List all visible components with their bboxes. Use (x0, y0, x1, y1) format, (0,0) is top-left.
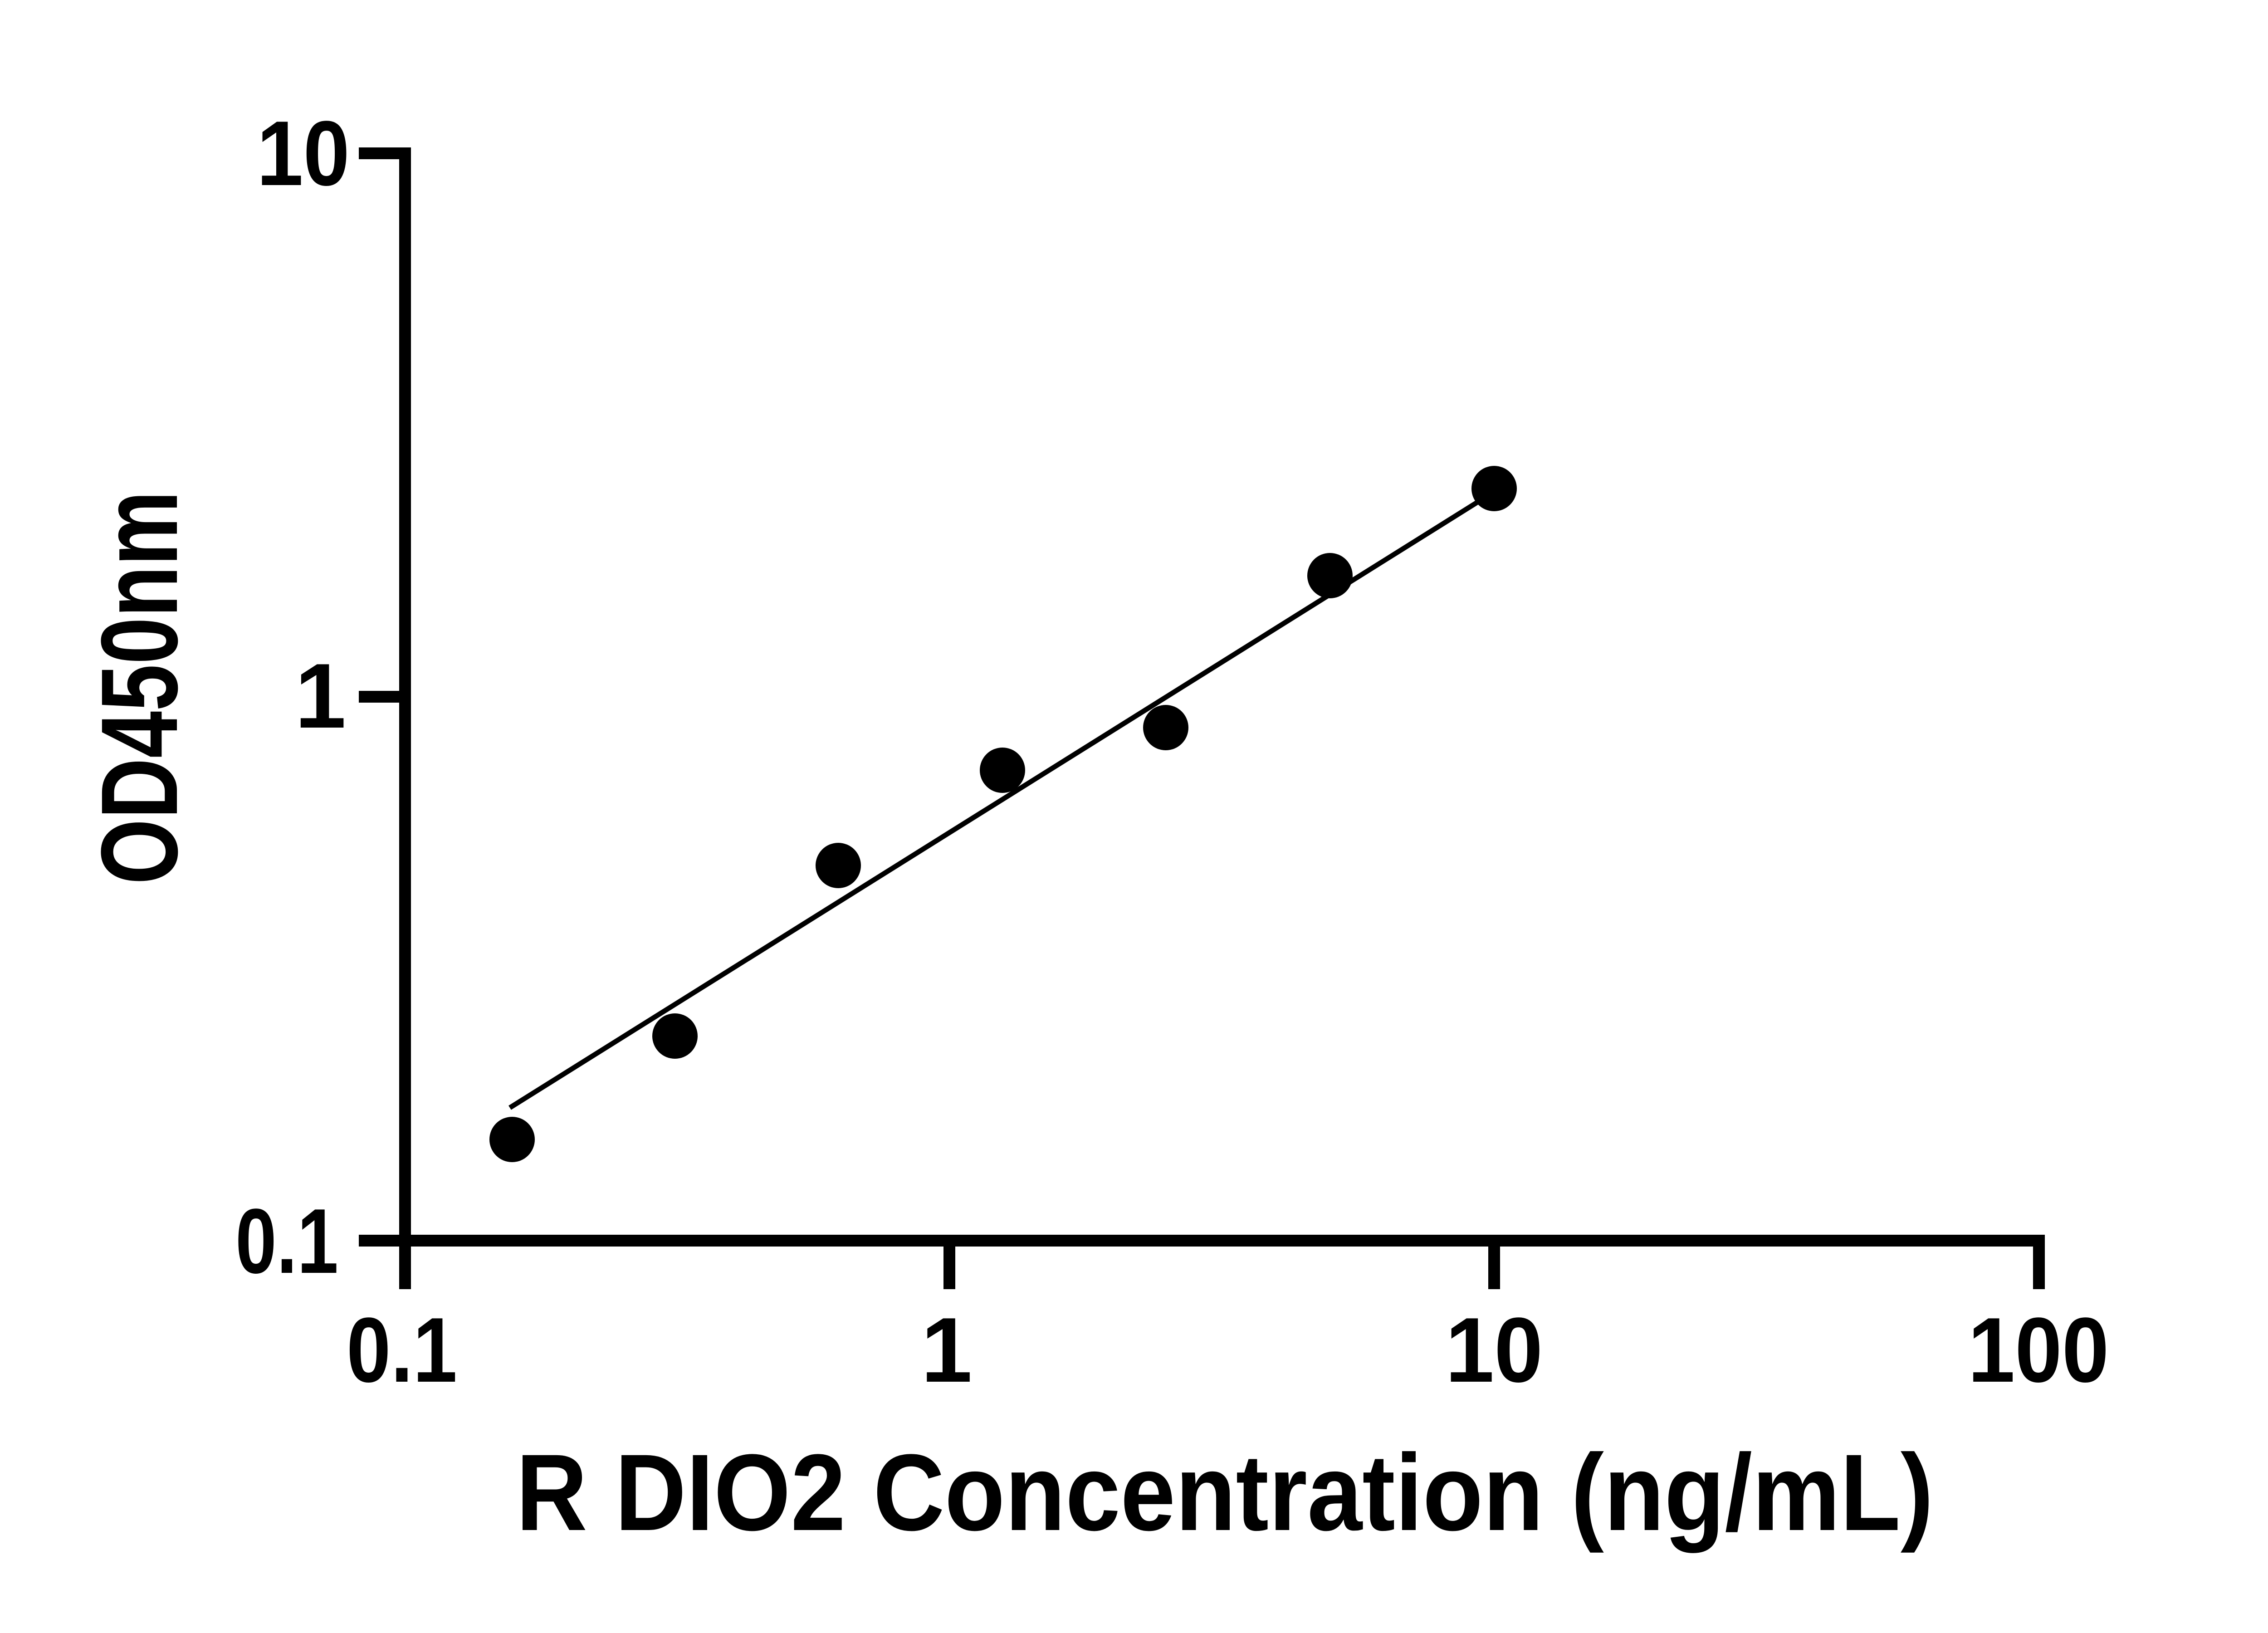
svg-text:100: 100 (1968, 1299, 2109, 1402)
svg-text:1: 1 (295, 645, 346, 748)
svg-text:0.1: 0.1 (235, 1190, 338, 1293)
svg-text:R DIO2 Concentration (ng/mL): R DIO2 Concentration (ng/mL) (516, 1432, 1934, 1553)
svg-text:0.1: 0.1 (347, 1299, 457, 1402)
svg-text:1: 1 (921, 1299, 973, 1402)
svg-text:10: 10 (257, 102, 350, 205)
svg-text:10: 10 (1446, 1299, 1543, 1402)
svg-text:OD450nm: OD450nm (78, 491, 200, 885)
